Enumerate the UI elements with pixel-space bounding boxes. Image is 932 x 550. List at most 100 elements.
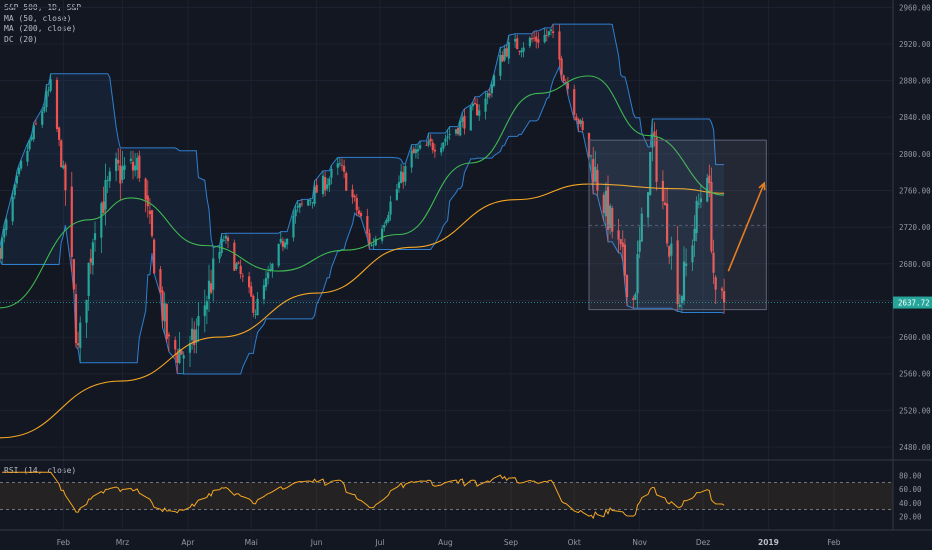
candle-body bbox=[381, 228, 384, 241]
candle-body bbox=[492, 75, 496, 87]
candle-body bbox=[514, 39, 517, 42]
candle-body bbox=[573, 89, 576, 115]
candle-body bbox=[178, 348, 181, 364]
candle-body bbox=[649, 151, 652, 196]
candle-body bbox=[478, 110, 481, 116]
candle-body bbox=[547, 31, 550, 36]
candle-body bbox=[85, 299, 88, 323]
candle-body bbox=[267, 272, 270, 279]
candle-body bbox=[416, 149, 420, 152]
candle-body bbox=[1, 237, 4, 259]
candle-body bbox=[505, 48, 508, 57]
candle-body bbox=[402, 172, 405, 182]
candle-body bbox=[431, 142, 434, 151]
candle-body bbox=[459, 120, 462, 136]
candle-body bbox=[298, 203, 301, 208]
candle-body bbox=[389, 201, 392, 215]
candle-body bbox=[102, 201, 105, 214]
rsi-legend: RSI (14, close) bbox=[4, 466, 77, 475]
candle-body bbox=[326, 184, 329, 189]
candle-body bbox=[136, 157, 139, 171]
price-axis-label: 2480.00 bbox=[899, 443, 931, 452]
candle-body bbox=[296, 206, 299, 208]
candle-body bbox=[338, 163, 341, 165]
candle-body bbox=[309, 200, 312, 201]
candle-body bbox=[283, 242, 287, 248]
candle-body bbox=[79, 322, 82, 348]
candle-body bbox=[207, 280, 211, 300]
time-axis-label: Okt bbox=[568, 538, 581, 547]
candle-body bbox=[34, 123, 37, 125]
rsi-panel bbox=[0, 471, 893, 520]
candle-body bbox=[535, 36, 538, 42]
candle-body bbox=[425, 144, 428, 146]
candle-body bbox=[590, 155, 593, 157]
candle-body bbox=[564, 81, 567, 83]
last-price-label: 2637.72 bbox=[898, 299, 930, 308]
candle-body bbox=[666, 203, 669, 244]
legend-ma200: MA (200, close) bbox=[4, 24, 77, 33]
candle-body bbox=[697, 203, 700, 205]
candle-body bbox=[632, 298, 635, 300]
candle-body bbox=[117, 159, 120, 164]
candle-body bbox=[442, 142, 445, 149]
candle-body bbox=[220, 238, 223, 253]
candle-body bbox=[20, 160, 23, 169]
candle-body bbox=[400, 171, 403, 184]
candle-body bbox=[340, 164, 344, 166]
donchian-channel bbox=[0, 23, 725, 375]
candle-body bbox=[49, 79, 52, 91]
candle-body bbox=[503, 48, 506, 61]
candle-body bbox=[64, 164, 67, 191]
projection-arrowhead bbox=[758, 181, 766, 191]
candlesticks bbox=[0, 24, 726, 374]
candle-body bbox=[264, 278, 268, 288]
candle-body bbox=[634, 293, 637, 300]
candle-body bbox=[47, 90, 50, 92]
candle-body bbox=[484, 98, 487, 112]
candle-body bbox=[668, 246, 671, 257]
candle-body bbox=[708, 175, 711, 184]
candle-body bbox=[433, 149, 436, 152]
candle-body bbox=[336, 163, 339, 168]
candle-body bbox=[131, 161, 135, 171]
candle-body bbox=[625, 274, 629, 298]
candle-body bbox=[549, 29, 553, 31]
candle-body bbox=[180, 350, 183, 355]
candle-body bbox=[218, 251, 221, 259]
candle-body bbox=[252, 296, 255, 313]
candle-body bbox=[592, 159, 595, 183]
candle-body bbox=[77, 343, 80, 346]
candle-body bbox=[28, 139, 31, 150]
candle-body bbox=[655, 137, 658, 182]
candle-body bbox=[359, 213, 363, 217]
candle-body bbox=[552, 31, 555, 34]
candle-body bbox=[469, 106, 472, 131]
candle-body bbox=[294, 209, 297, 217]
donchian-lower bbox=[0, 65, 725, 375]
candle-body bbox=[685, 263, 688, 266]
time-axis-label: Jul bbox=[374, 538, 384, 547]
candle-body bbox=[636, 254, 639, 294]
candle-body bbox=[404, 166, 407, 182]
candle-body bbox=[87, 262, 90, 296]
candle-body bbox=[17, 167, 21, 175]
price-axis-label: 2520.00 bbox=[899, 406, 931, 415]
ma50-line bbox=[0, 75, 725, 309]
candle-body bbox=[647, 192, 650, 218]
candle-body bbox=[387, 214, 390, 222]
candle-body bbox=[463, 115, 466, 129]
candle-body bbox=[32, 125, 35, 140]
candle-body bbox=[205, 301, 208, 310]
candle-body bbox=[490, 84, 493, 94]
candle-body bbox=[699, 198, 702, 203]
candle-body bbox=[163, 303, 166, 322]
candle-body bbox=[653, 131, 656, 137]
price-axis-label: 2840.00 bbox=[899, 113, 931, 122]
time-axis-label: Mrz bbox=[116, 538, 130, 547]
candle-body bbox=[560, 58, 563, 75]
candle-body bbox=[372, 244, 375, 246]
rsi-line bbox=[2, 471, 725, 520]
candle-body bbox=[476, 103, 479, 116]
